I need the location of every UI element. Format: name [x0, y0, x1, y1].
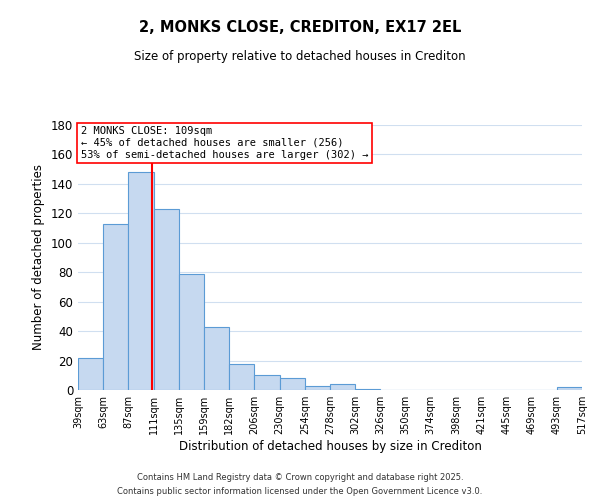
Text: 2, MONKS CLOSE, CREDITON, EX17 2EL: 2, MONKS CLOSE, CREDITON, EX17 2EL — [139, 20, 461, 35]
Bar — [305, 386, 330, 390]
Text: Contains public sector information licensed under the Open Government Licence v3: Contains public sector information licen… — [118, 488, 482, 496]
Bar — [128, 172, 154, 390]
Text: Size of property relative to detached houses in Crediton: Size of property relative to detached ho… — [134, 50, 466, 63]
Text: 2 MONKS CLOSE: 109sqm
← 45% of detached houses are smaller (256)
53% of semi-det: 2 MONKS CLOSE: 109sqm ← 45% of detached … — [80, 126, 368, 160]
Text: Contains HM Land Registry data © Crown copyright and database right 2025.: Contains HM Land Registry data © Crown c… — [137, 472, 463, 482]
Bar — [154, 209, 179, 390]
Bar — [557, 387, 582, 390]
Bar — [254, 376, 280, 390]
Bar — [179, 274, 204, 390]
Bar — [355, 388, 380, 390]
Bar — [103, 224, 128, 390]
X-axis label: Distribution of detached houses by size in Crediton: Distribution of detached houses by size … — [179, 440, 481, 453]
Y-axis label: Number of detached properties: Number of detached properties — [32, 164, 45, 350]
Bar — [229, 364, 254, 390]
Bar — [280, 378, 305, 390]
Bar — [330, 384, 355, 390]
Bar — [78, 358, 103, 390]
Bar — [204, 326, 229, 390]
